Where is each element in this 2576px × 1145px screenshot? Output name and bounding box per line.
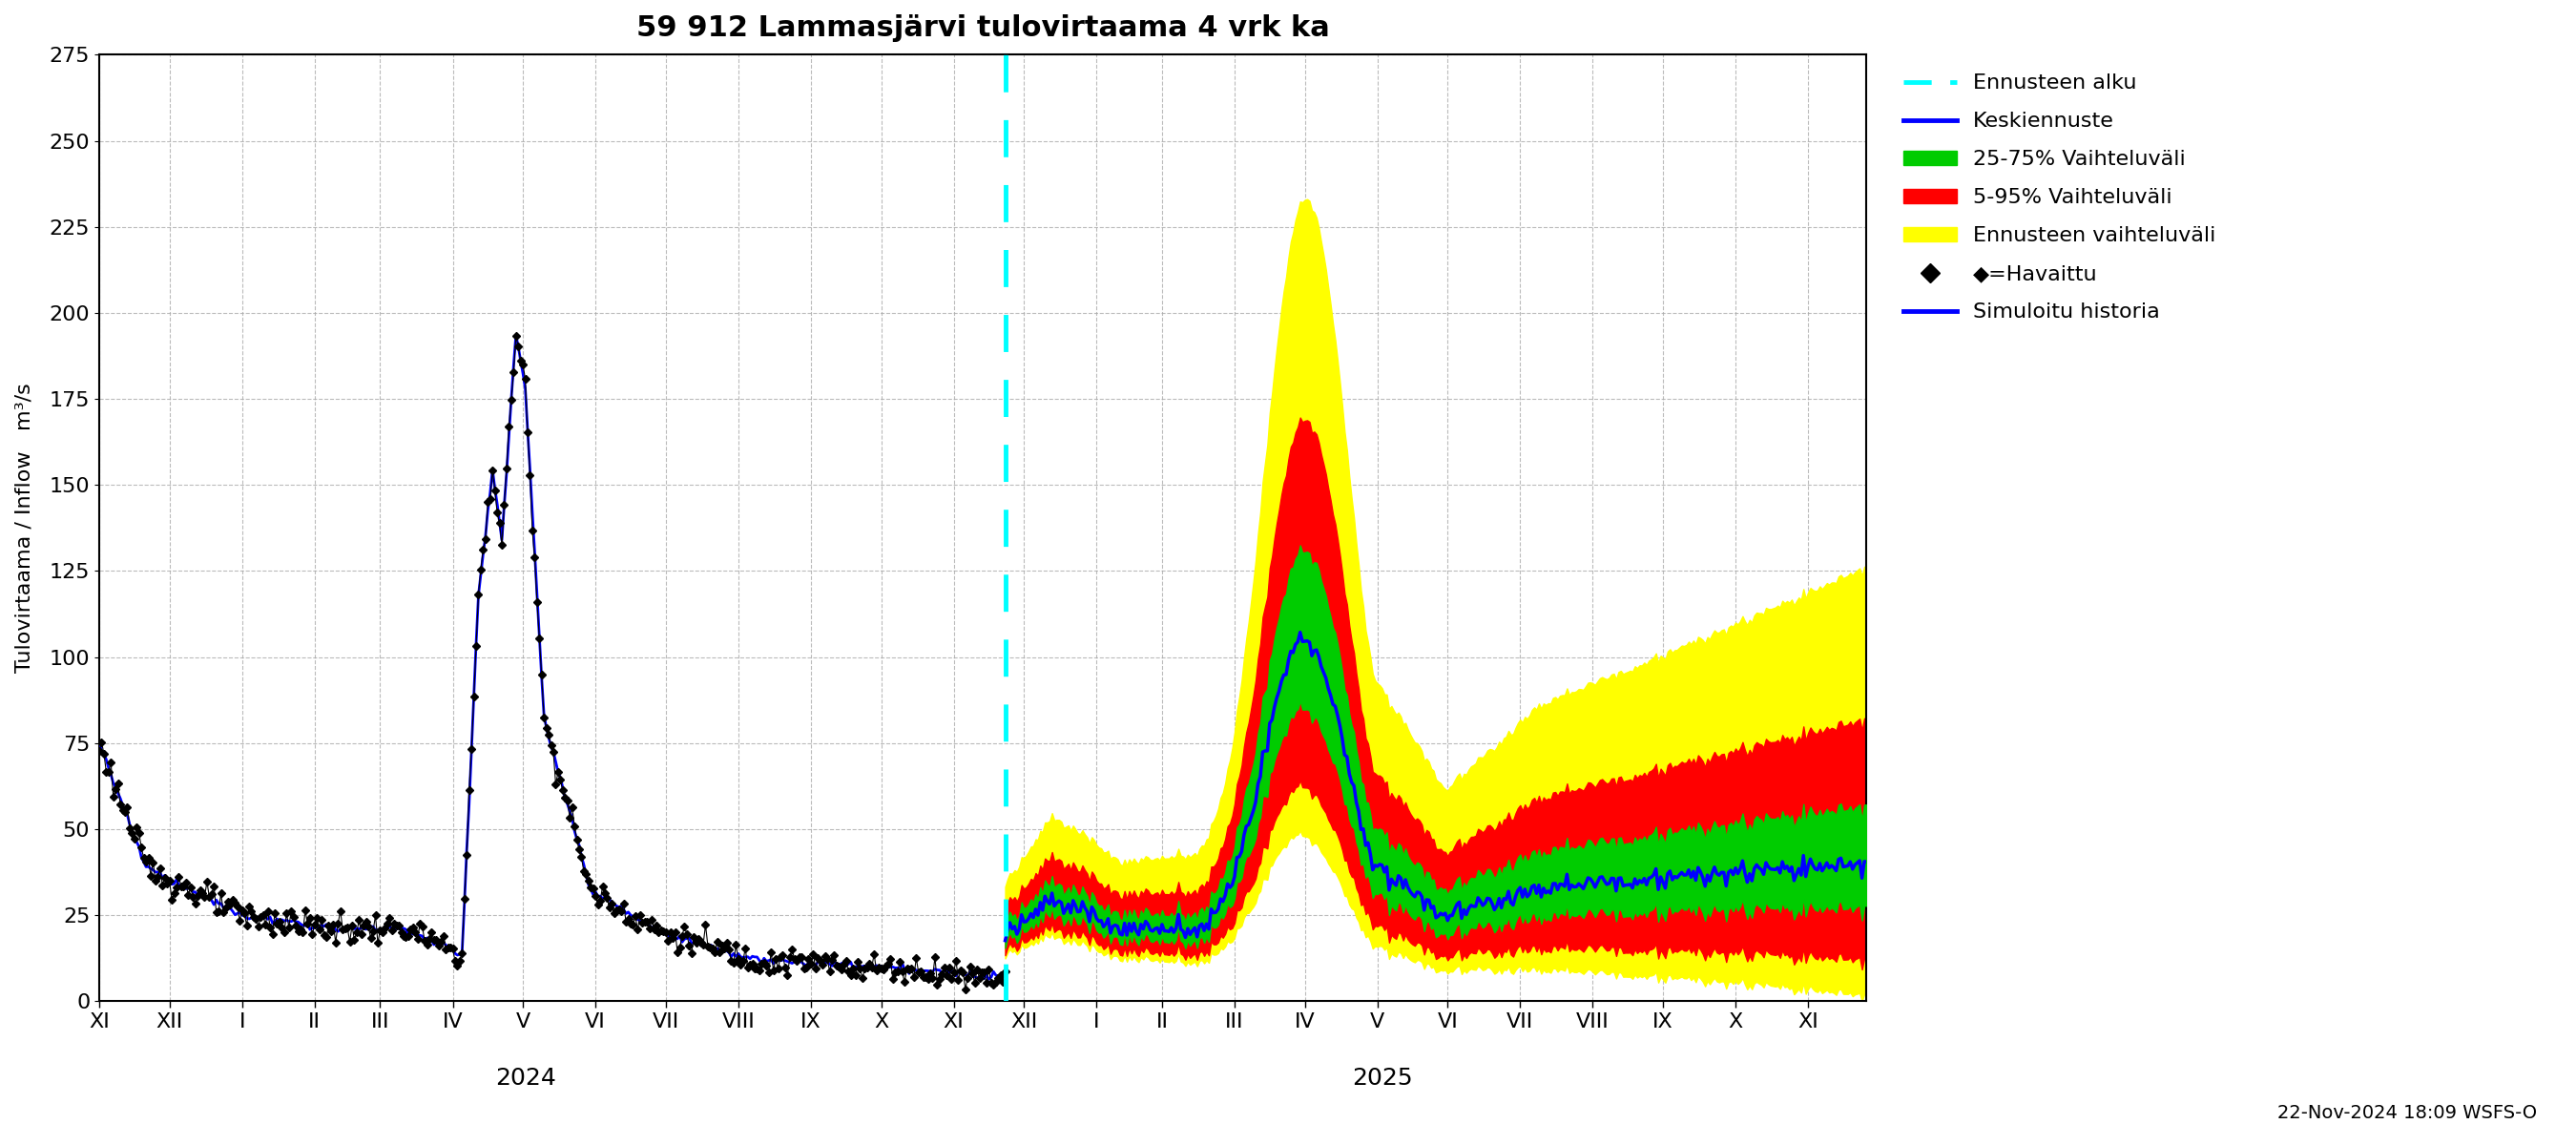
Legend: Ennusteen alku, Keskiennuste, 25-75% Vaihteluväli, 5-95% Vaihteluväli, Ennusteen: Ennusteen alku, Keskiennuste, 25-75% Vai… xyxy=(1896,65,2226,331)
Text: 2024: 2024 xyxy=(495,1066,556,1089)
Y-axis label: Tulovirtaama / Inflow   m³/s: Tulovirtaama / Inflow m³/s xyxy=(15,384,33,673)
Text: 22-Nov-2024 18:09 WSFS-O: 22-Nov-2024 18:09 WSFS-O xyxy=(2277,1104,2537,1122)
Text: 2025: 2025 xyxy=(1352,1066,1412,1089)
Title: 59 912 Lammasjärvi tulovirtaama 4 vrk ka: 59 912 Lammasjärvi tulovirtaama 4 vrk ka xyxy=(636,14,1329,42)
